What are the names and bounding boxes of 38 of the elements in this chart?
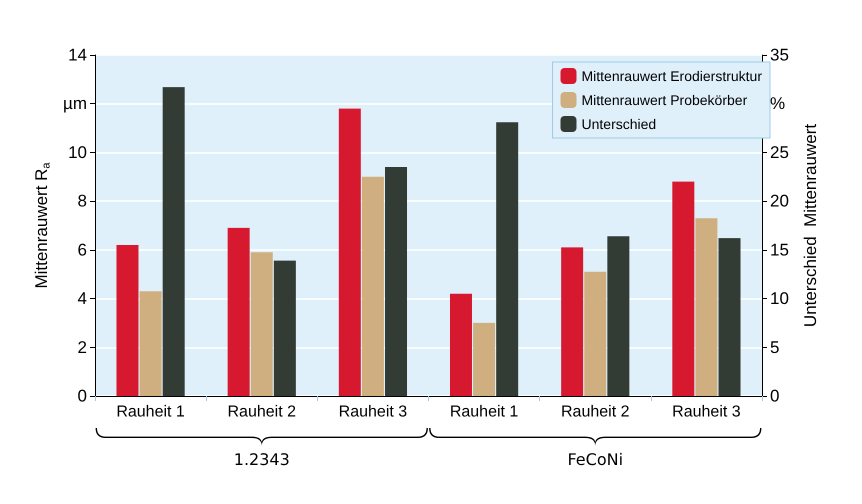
x-tick-label: Rauheit 3 bbox=[338, 404, 408, 420]
y2-tick-label: % bbox=[770, 94, 786, 114]
bar bbox=[116, 244, 138, 396]
legend-label: Mittenrauwert Erodierstruktur bbox=[581, 68, 762, 84]
y-tick-label: µm bbox=[63, 94, 87, 114]
bar bbox=[228, 228, 250, 396]
text: 1.2343 bbox=[234, 450, 290, 469]
bar bbox=[496, 122, 518, 396]
y2-tick-label: 35 bbox=[770, 46, 789, 64]
y-axis-title: Mittenrauwert Ra bbox=[32, 162, 53, 289]
y-tick-label: 8 bbox=[78, 192, 87, 211]
text: FeCoNi bbox=[567, 450, 624, 469]
bar bbox=[672, 182, 694, 396]
y2-tick-label: 0 bbox=[770, 386, 780, 406]
bar bbox=[338, 108, 361, 396]
legend-label: Unterschied bbox=[581, 116, 656, 132]
legend-label: Mittenrauwert Probekörber bbox=[581, 92, 748, 108]
y-tick-label: 6 bbox=[78, 240, 87, 260]
y-tick-label: 14 bbox=[68, 46, 87, 64]
bar bbox=[162, 87, 185, 396]
y2-axis-title: Unterschied Mittenrauwert bbox=[801, 124, 820, 328]
y-tick-label: 2 bbox=[78, 338, 87, 357]
x-tick-label: Rauheit 3 bbox=[672, 404, 741, 420]
x-tick-label: Rauheit 1 bbox=[450, 404, 518, 420]
x-tick-label: Rauheit 2 bbox=[561, 404, 630, 420]
y-tick-label: 10 bbox=[68, 142, 87, 162]
y-tick-label: 0 bbox=[78, 386, 87, 406]
y2-tick-label: 20 bbox=[770, 192, 789, 211]
y-tick-label: 4 bbox=[78, 289, 87, 308]
x-tick-label: Rauheit 2 bbox=[228, 404, 296, 420]
y2-tick-label: 15 bbox=[770, 240, 789, 260]
bar bbox=[561, 247, 584, 396]
y2-tick-label: 10 bbox=[770, 289, 789, 308]
bar bbox=[473, 322, 496, 396]
y2-tick-label: 25 bbox=[770, 142, 789, 162]
y2-tick-label: 5 bbox=[770, 338, 780, 357]
bar bbox=[450, 294, 472, 396]
x-tick-label: Rauheit 1 bbox=[116, 404, 185, 420]
